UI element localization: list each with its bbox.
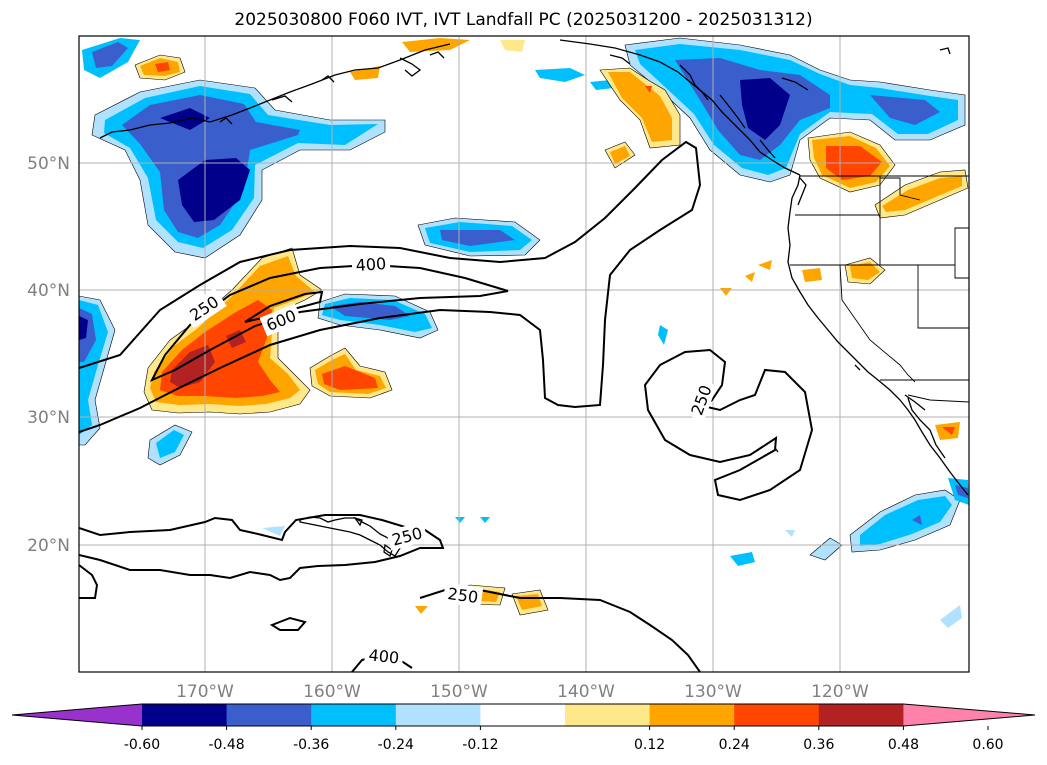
colorbar-tick-label: 0.36 [803,737,834,753]
colorbar-segment [142,704,228,726]
map-frame [78,35,970,673]
colorbar-segment [395,704,481,726]
ivt-contours [79,140,814,672]
map-panel: 250 400 600 250 250 250 400 [79,36,969,672]
lat-label-20n: 20°N [27,536,70,556]
colorbar-segment [311,704,397,726]
colorbar-segment [226,704,312,726]
longitude-labels: 170°W 160°W 150°W 140°W 130°W 120°W [176,682,869,702]
colorbar-tick-label: 0.24 [719,737,750,753]
lat-label-40n: 40°N [27,281,70,301]
colorbar-tick-label: -0.36 [293,737,329,753]
lat-label-50n: 50°N [27,154,70,174]
colorbar-segment [480,704,566,726]
lon-label-130w: 130°W [684,682,742,702]
colorbar-segment [734,704,820,726]
colorbar-tick-label: -0.48 [208,737,244,753]
gridlines [79,36,969,672]
map-title: 2025030800 F060 IVT, IVT Landfall PC (20… [234,10,813,30]
colorbar-extend-max [903,704,1035,726]
lon-label-150w: 150°W [430,682,488,702]
lon-label-160w: 160°W [303,682,361,702]
colorbar-tick-label: -0.24 [378,737,414,753]
contour-label-400: 400 [355,254,387,275]
lon-label-140w: 140°W [557,682,615,702]
colorbar-tick-label: 0.60 [972,737,1003,753]
coastlines [99,39,969,558]
lon-label-170w: 170°W [176,682,234,702]
colorbar-tick-label: -0.60 [124,737,160,753]
contour-label-250-south: 250 [446,584,479,607]
lon-label-120w: 120°W [811,682,869,702]
colorbar-segment [649,704,735,726]
colorbar-tick-label: 0.12 [634,737,665,753]
colorbar-tick-label: -0.12 [462,737,498,753]
negative-pc-regions [79,37,969,628]
lat-label-30n: 30°N [27,408,70,428]
colorbar-segment [565,704,651,726]
colorbar-segment [818,704,904,726]
colorbar-tick-label: 0.48 [888,737,919,753]
contour-label-400-south: 400 [368,645,400,667]
latitude-labels: 50°N 40°N 30°N 20°N [27,154,70,556]
political-borders [790,175,969,403]
colorbar-extend-min [12,704,142,726]
colorbar: -0.60 -0.48 -0.36 -0.24 -0.12 0.12 0.24 0.36 0.4… [11,703,1036,753]
